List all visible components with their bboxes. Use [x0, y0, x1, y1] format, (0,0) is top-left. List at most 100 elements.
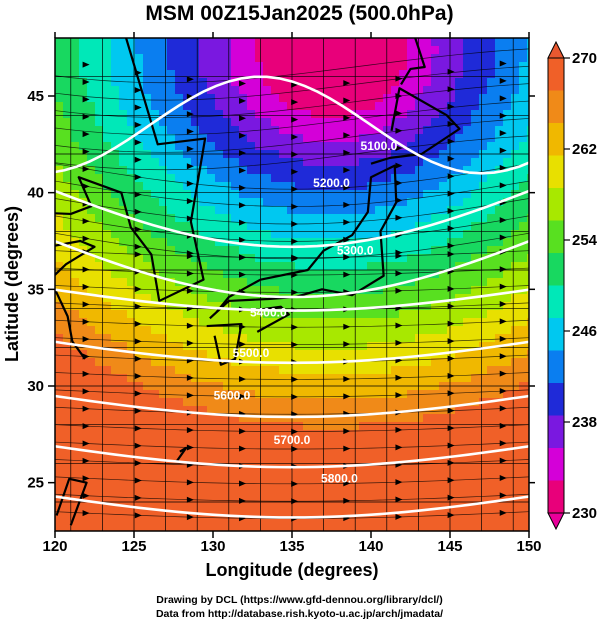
field-cell	[383, 206, 392, 215]
field-cell	[399, 374, 408, 383]
wind-arrow	[239, 393, 247, 400]
field-cell	[431, 214, 440, 223]
field-cell	[143, 326, 152, 335]
field-cell	[431, 246, 440, 255]
field-cell	[263, 510, 272, 519]
field-cell	[135, 246, 144, 255]
field-cell	[471, 406, 480, 415]
y-tick-label: 30	[27, 378, 44, 395]
field-cell	[151, 430, 160, 439]
field-cell	[223, 102, 232, 111]
field-cell	[135, 174, 144, 183]
field-cell	[335, 254, 344, 263]
field-cell	[439, 134, 448, 143]
field-cell	[271, 254, 280, 263]
field-cell	[103, 254, 112, 263]
field-cell	[383, 526, 392, 531]
field-cell	[439, 70, 448, 79]
field-cell	[55, 526, 64, 531]
field-cell	[191, 342, 200, 351]
field-cell	[191, 110, 200, 119]
wind-arrow	[447, 103, 455, 110]
x-tick-label: 130	[200, 538, 225, 555]
field-cell	[167, 134, 176, 143]
field-cell	[303, 110, 312, 119]
field-cell	[119, 222, 128, 231]
field-cell	[95, 286, 104, 295]
field-cell	[439, 486, 448, 495]
field-cell	[231, 38, 240, 47]
field-cell	[391, 62, 400, 71]
field-cell	[55, 334, 64, 343]
field-cell	[479, 526, 488, 531]
field-cell	[527, 478, 529, 487]
field-cell	[527, 46, 529, 55]
field-cell	[215, 86, 224, 95]
field-cell	[151, 366, 160, 375]
field-cell	[503, 430, 512, 439]
field-cell	[119, 206, 128, 215]
field-cell	[495, 518, 504, 527]
field-cell	[407, 374, 416, 383]
field-cell	[423, 238, 432, 247]
field-cell	[55, 126, 64, 135]
field-cell	[367, 494, 376, 503]
field-cell	[455, 62, 464, 71]
field-cell	[463, 486, 472, 495]
field-cell	[95, 438, 104, 447]
field-cell	[495, 62, 504, 71]
field-cell	[415, 86, 424, 95]
field-cell	[191, 262, 200, 271]
field-cell	[423, 494, 432, 503]
field-cell	[431, 278, 440, 287]
field-cell	[215, 366, 224, 375]
field-cell	[487, 310, 496, 319]
field-cell	[103, 246, 112, 255]
field-cell	[159, 502, 168, 511]
field-cell	[207, 46, 216, 55]
field-cell	[255, 406, 264, 415]
field-cell	[455, 246, 464, 255]
field-cell	[367, 118, 376, 127]
field-cell	[479, 222, 488, 231]
field-cell	[119, 214, 128, 223]
field-cell	[263, 478, 272, 487]
field-cell	[503, 494, 512, 503]
field-cell	[55, 134, 64, 143]
colorbar-tick-label: 262	[572, 141, 597, 158]
field-cell	[383, 102, 392, 111]
field-cell	[271, 110, 280, 119]
field-cell	[223, 182, 232, 191]
field-cell	[119, 446, 128, 455]
field-cell	[327, 374, 336, 383]
field-cell	[303, 270, 312, 279]
field-cell	[327, 390, 336, 399]
field-cell	[367, 254, 376, 263]
field-cell	[335, 38, 344, 47]
field-cell	[399, 438, 408, 447]
field-cell	[127, 262, 136, 271]
wind-arrow	[239, 480, 247, 487]
field-cell	[303, 374, 312, 383]
wind-arrow	[447, 355, 455, 362]
field-cell	[159, 278, 168, 287]
field-cell	[135, 358, 144, 367]
field-cell	[407, 190, 416, 199]
field-cell	[271, 366, 280, 375]
field-cell	[207, 446, 216, 455]
field-cell	[239, 222, 248, 231]
field-cell	[135, 46, 144, 55]
field-cell	[335, 94, 344, 103]
wind-arrow	[499, 77, 507, 84]
field-cell	[231, 78, 240, 87]
field-cell	[287, 518, 296, 527]
field-cell	[511, 390, 520, 399]
field-cell	[511, 86, 520, 95]
field-cell	[63, 430, 72, 439]
field-cell	[399, 166, 408, 175]
field-cell	[215, 54, 224, 63]
field-cell	[287, 486, 296, 495]
field-cell	[191, 270, 200, 279]
field-cell	[383, 398, 392, 407]
